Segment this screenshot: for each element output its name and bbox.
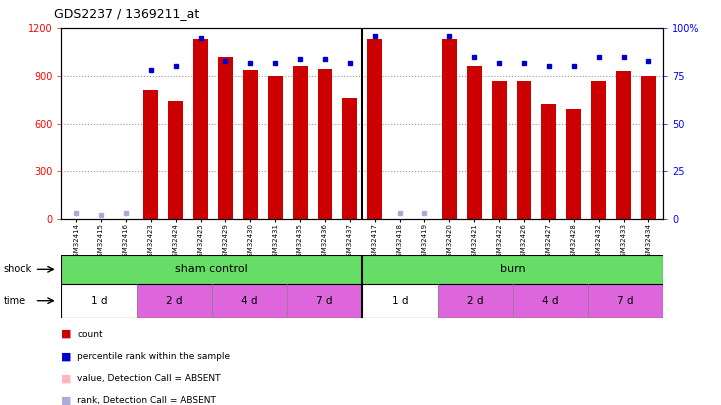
Bar (363, 255, 663, 284)
Bar (541, 104, 557, 219)
Bar (293, 66, 308, 219)
Bar (193, 39, 208, 219)
Text: 1 d: 1 d (91, 296, 107, 306)
Text: value, Detection Call = ABSENT: value, Detection Call = ABSENT (77, 374, 221, 383)
Bar (363, 284, 438, 318)
Bar (616, 71, 631, 219)
Bar (136, 284, 212, 318)
Bar (513, 284, 588, 318)
Bar (492, 81, 507, 219)
Bar (61, 255, 363, 284)
Bar (61, 284, 136, 318)
Text: GDS2237 / 1369211_at: GDS2237 / 1369211_at (54, 7, 199, 20)
Bar (317, 69, 332, 219)
Bar (267, 76, 283, 219)
Bar (591, 81, 606, 219)
Text: ■: ■ (61, 396, 72, 405)
Bar (466, 66, 482, 219)
Text: 4 d: 4 d (542, 296, 559, 306)
Bar (342, 98, 358, 219)
Bar (438, 284, 513, 318)
Bar (442, 39, 457, 219)
Bar (168, 100, 183, 219)
Text: 1 d: 1 d (392, 296, 408, 306)
Text: count: count (77, 330, 103, 339)
Text: 2 d: 2 d (166, 296, 182, 306)
Text: burn: burn (500, 264, 526, 274)
Bar (566, 109, 581, 219)
Bar (641, 76, 656, 219)
Bar (516, 81, 531, 219)
Bar (367, 39, 382, 219)
Text: sham control: sham control (175, 264, 248, 274)
Text: 4 d: 4 d (241, 296, 257, 306)
Text: 7 d: 7 d (317, 296, 333, 306)
Bar (218, 57, 233, 219)
Bar (287, 284, 363, 318)
Text: 2 d: 2 d (467, 296, 484, 306)
Text: ■: ■ (61, 352, 72, 361)
Text: time: time (4, 296, 26, 306)
Text: rank, Detection Call = ABSENT: rank, Detection Call = ABSENT (77, 396, 216, 405)
Bar (588, 284, 663, 318)
Bar (143, 90, 159, 219)
Bar (212, 284, 287, 318)
Text: 7 d: 7 d (617, 296, 634, 306)
Text: ■: ■ (61, 329, 72, 339)
Text: ■: ■ (61, 374, 72, 384)
Text: percentile rank within the sample: percentile rank within the sample (77, 352, 230, 361)
Text: shock: shock (4, 264, 32, 274)
Bar (243, 70, 258, 219)
